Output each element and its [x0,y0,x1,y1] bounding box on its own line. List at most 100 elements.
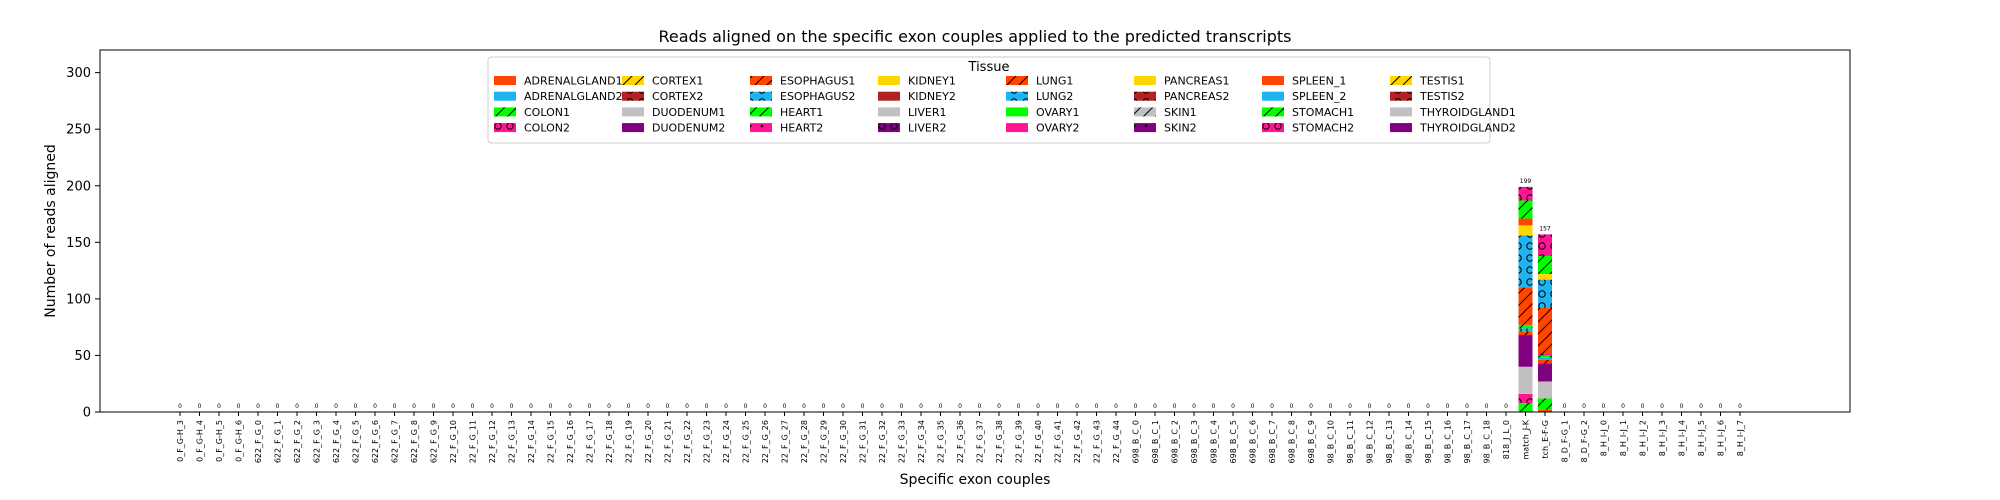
x-tick-label: 22_F_G_22 [683,420,692,463]
x-tick-label: 622_F_G_0 [254,420,263,463]
x-tick-label: 22_F_G_38 [995,420,1004,463]
bar-total-label: 0 [939,403,943,410]
bar-total-label: 0 [1251,403,1255,410]
bar-segment [1518,287,1533,325]
bar-total-label: 0 [1056,403,1060,410]
bar-total-label: 0 [1173,403,1177,410]
legend-swatch [1390,76,1412,85]
bar-total-label: 157 [1539,225,1551,232]
y-tick-label: 200 [66,179,91,194]
bar-total-label: 0 [178,403,182,410]
y-tick-label: 100 [66,292,91,307]
legend-entry-label: OVARY1 [1036,106,1079,119]
legend-swatch [1006,107,1028,117]
x-tick-label: 8_H_I-J_7 [1736,420,1745,456]
chart-title: Reads aligned on the specific exon coupl… [658,27,1291,46]
bar-segment [1518,235,1533,288]
bar-total-label: 0 [217,403,221,410]
x-tick-label: 22_F_G_15 [547,420,556,463]
legend-entry-label: HEART2 [780,122,823,135]
legend-title: Tissue [968,60,1010,75]
x-tick-label: 698_B_C_2 [1171,420,1180,463]
legend-entry-label: SPLEEN_1 [1292,75,1346,88]
x-tick-label: 698_B_C_8 [1288,420,1297,463]
x-tick-label: 22_F_G_31 [859,420,868,463]
x-tick-label: 22_F_G_27 [781,420,790,463]
y-tick-label: 300 [66,66,91,81]
x-tick-label: 8_H_I-J_3 [1658,420,1667,456]
x-tick-label: 22_F_G_16 [566,420,575,463]
legend-entry-label: CORTEX2 [652,90,703,103]
bar-total-label: 0 [1368,403,1372,410]
legend-swatch [1262,123,1284,133]
bar-total-label: 0 [1719,403,1723,410]
bar-total-label: 0 [1270,403,1274,410]
x-tick-label: 0_F_G-H_4 [196,420,205,462]
bar-total-label: 0 [744,403,748,410]
bar-total-label: 0 [373,403,377,410]
legend-entry-label: ADRENALGLAND1 [524,75,623,88]
bar-total-label: 0 [451,403,455,410]
bar-total-label: 0 [958,403,962,410]
bar-total-label: 0 [1153,403,1157,410]
axes-frame [99,49,1851,413]
bar-total-label: 0 [295,403,299,410]
bar-segment [1518,225,1533,236]
legend-entry-label: LIVER1 [908,106,947,119]
bar-total-label: 0 [1329,403,1333,410]
bar-total-label: 0 [1602,403,1606,410]
legend-swatch [1390,107,1412,117]
bar-segment [1518,186,1533,201]
legend-swatch [750,76,772,85]
x-tick-label: 622_F_G_4 [332,420,341,463]
legend-swatch [1006,91,1028,101]
x-tick-label: tch_E-F-G [1541,420,1550,459]
x-tick-label: 8_D_F-G_2 [1580,420,1589,462]
bar-segment [1518,200,1533,219]
bar-total-label: 0 [1212,403,1216,410]
bar-total-label: 0 [1699,403,1703,410]
bar-total-label: 0 [1134,403,1138,410]
bar-total-label: 0 [237,403,241,410]
bar-total-label: 0 [607,403,611,410]
bar-total-label: 0 [763,403,767,410]
bar-total-label: 0 [627,403,631,410]
x-tick-label: 22_F_G_41 [1054,420,1063,463]
bar-total-label: 0 [1114,403,1118,410]
legend-entry-label: DUODENUM1 [652,106,725,119]
bar-total-label: 0 [1582,403,1586,410]
bar-segment [1538,409,1552,412]
x-tick-label: 22_F_G_25 [742,420,751,463]
legend-entry-label: ADRENALGLAND2 [524,90,623,103]
y-tick-label: 50 [74,349,91,364]
legend-entry-label: COLON1 [524,106,570,119]
x-tick-label: 698_B_C_7 [1268,420,1277,463]
bar-segment [1538,359,1552,364]
x-tick-label: 622_F_G_8 [410,420,419,463]
legend-swatch [1390,91,1412,101]
bar-total-label: 0 [1231,403,1235,410]
bar-total-label: 0 [1563,403,1567,410]
bar-total-label: 0 [685,403,689,410]
bar-total-label: 0 [1660,403,1664,410]
x-tick-label: 22_F_G_13 [508,420,517,463]
x-tick-label: 22_F_G_19 [625,420,634,463]
legend-entry-label: ESOPHAGUS2 [780,90,855,103]
x-tick-label: 0_F_G-H_5 [215,420,224,462]
legend-swatch [1262,91,1284,101]
legend-swatch [622,76,644,85]
bar-total-label: 0 [880,403,884,410]
legend-entry-label: OVARY2 [1036,122,1079,135]
bar-segment [1518,328,1533,332]
x-tick-label: 22_F_G_12 [488,420,497,463]
x-tick-label: 22_F_G_29 [820,420,829,463]
legend-swatch [494,107,516,117]
bar-total-label: 0 [978,403,982,410]
bar-segment [1518,218,1533,226]
bar-total-label: 0 [1036,403,1040,410]
x-tick-label: 22_F_G_44 [1112,420,1121,463]
bar-segment [1538,273,1552,280]
bar-total-label: 0 [919,403,923,410]
x-tick-label: 22_F_G_18 [605,420,614,463]
bar-total-label: 0 [1309,403,1313,410]
